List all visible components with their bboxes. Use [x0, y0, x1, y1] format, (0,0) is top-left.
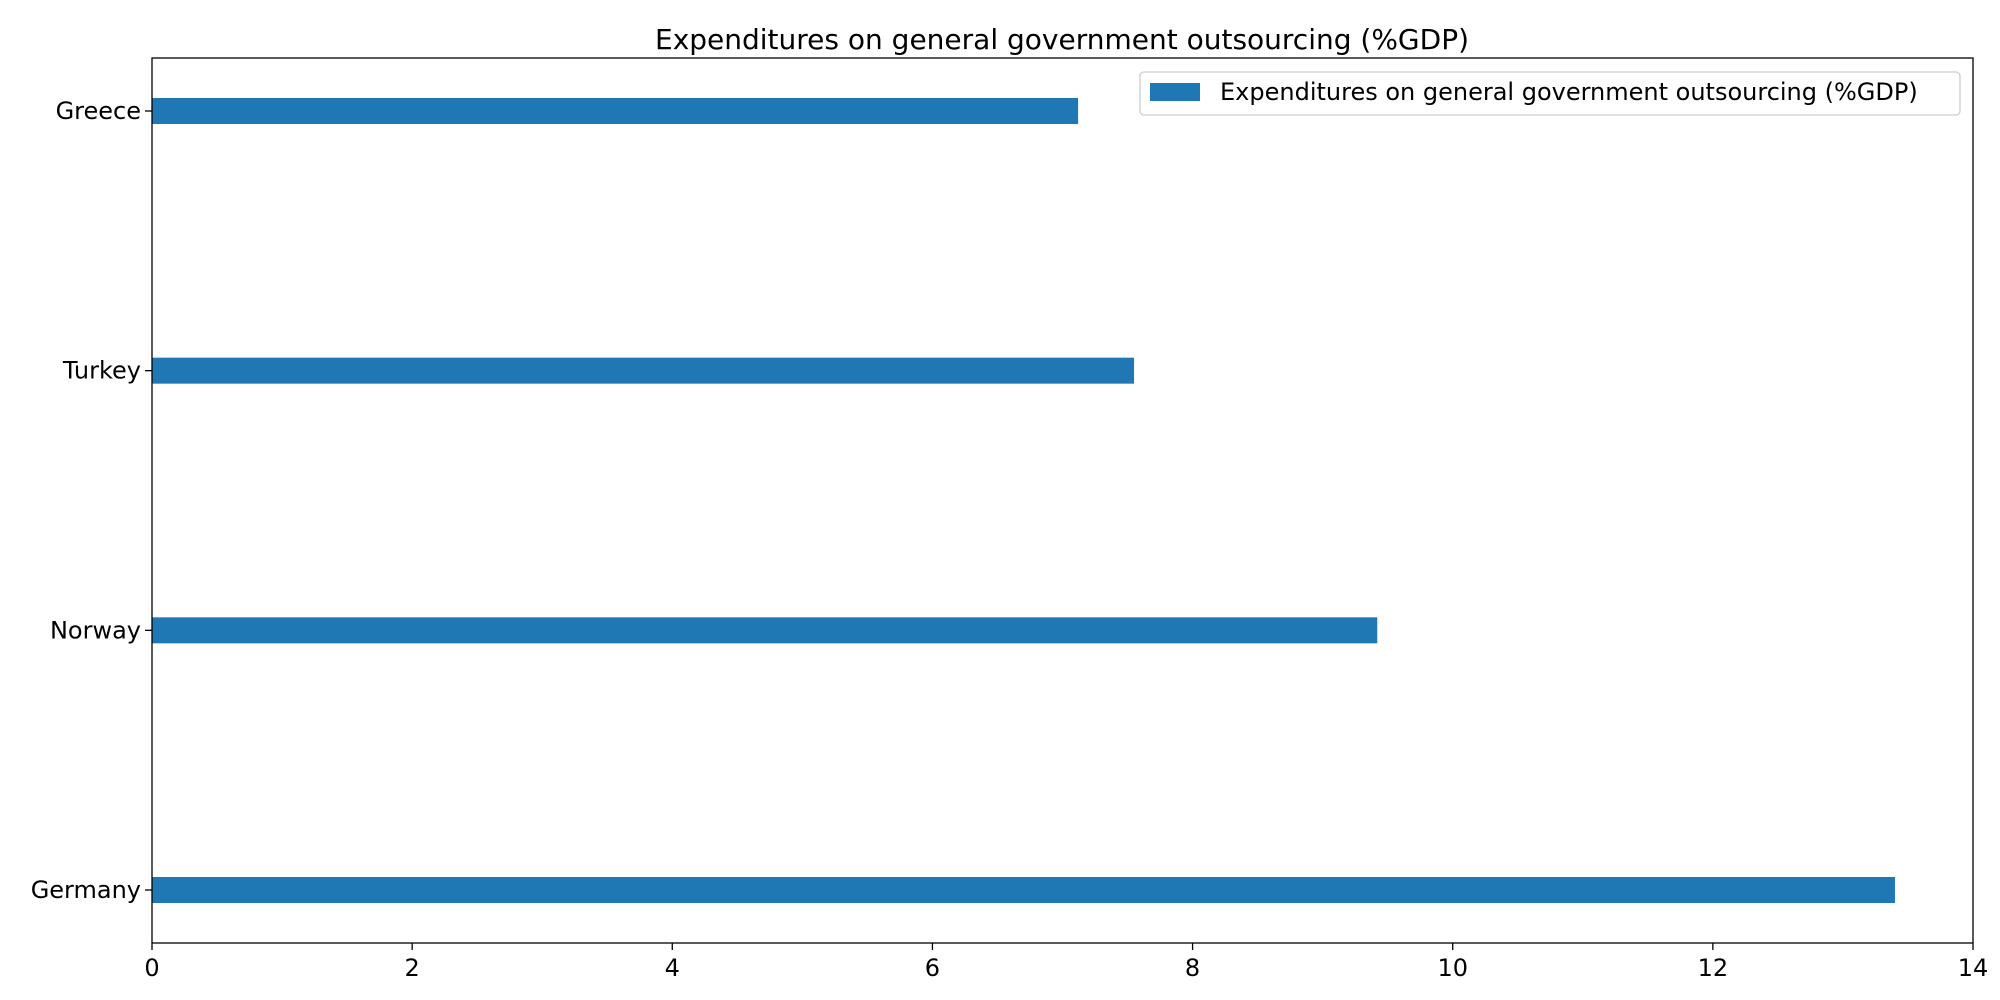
- legend: Expenditures on general government outso…: [1139, 71, 1961, 116]
- y-axis-ticks: Greece Turkey Norway Germany: [31, 97, 152, 904]
- legend-box: [1139, 71, 1961, 116]
- bars-group: [152, 98, 1895, 903]
- x-tick-label: 12: [1698, 954, 1729, 982]
- x-tick-label: 8: [1185, 954, 1200, 982]
- bar-turkey: [152, 357, 1135, 384]
- x-axis-ticks: 0 2 4 6 8 10 12 14: [144, 943, 1988, 982]
- x-tick-label: 10: [1437, 954, 1468, 982]
- y-tick-label: Turkey: [62, 357, 141, 385]
- y-tick-label: Norway: [50, 616, 141, 644]
- x-tick-label: 6: [925, 954, 940, 982]
- x-tick-label: 14: [1958, 954, 1989, 982]
- bar-greece: [152, 98, 1079, 124]
- x-tick-label: 0: [144, 954, 159, 982]
- plot-frame: [151, 57, 1974, 944]
- y-tick-label: Greece: [56, 97, 141, 125]
- legend-swatch: [1150, 83, 1200, 101]
- bar-norway: [152, 617, 1378, 644]
- legend-label: Expenditures on general government outso…: [1220, 78, 1918, 106]
- x-tick-label: 4: [665, 954, 680, 982]
- chart-title: Expenditures on general government outso…: [655, 23, 1469, 56]
- x-tick-label: 2: [405, 954, 420, 982]
- bar-germany: [152, 877, 1895, 903]
- y-tick-label: Germany: [31, 876, 141, 904]
